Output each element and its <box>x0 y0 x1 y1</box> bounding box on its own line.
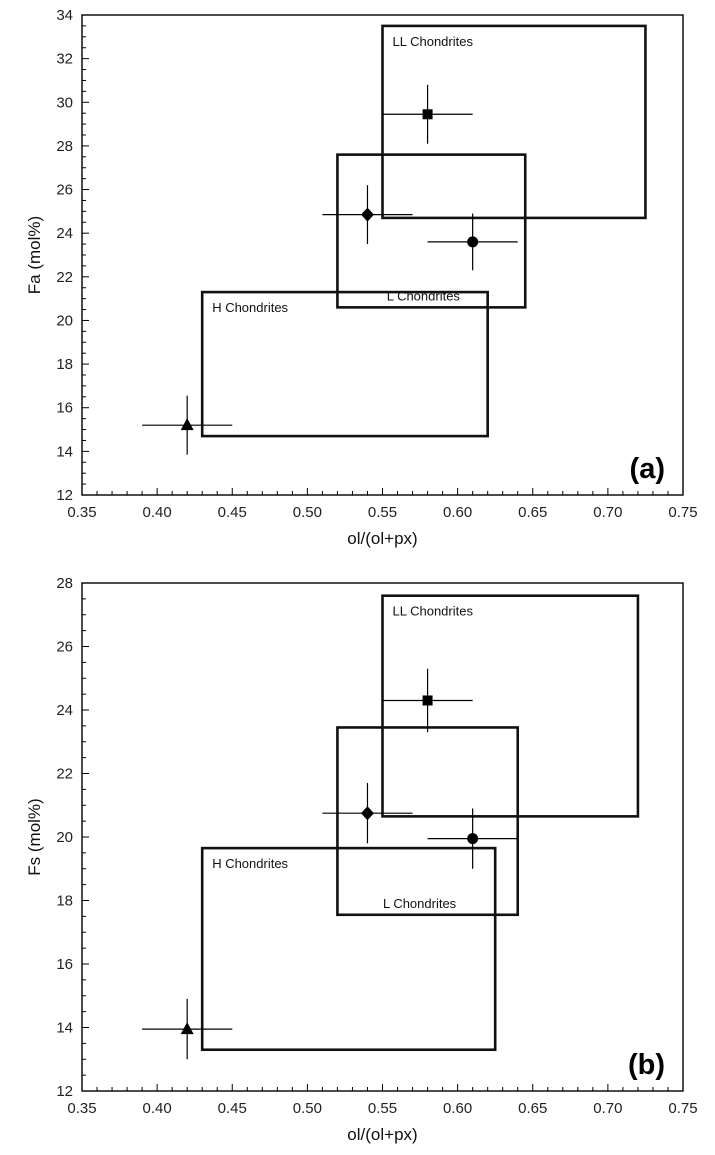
x-tick-label: 0.75 <box>668 504 697 521</box>
x-tick-label: 0.45 <box>218 504 247 521</box>
y-tick-label: 30 <box>56 94 73 111</box>
x-tick-label: 0.60 <box>443 504 472 521</box>
y-tick-label: 24 <box>56 702 73 719</box>
data-point-triangle <box>180 1022 194 1035</box>
data-point-square <box>422 695 433 706</box>
x-tick-label: 0.45 <box>218 1100 247 1117</box>
y-tick-label: 12 <box>56 487 73 504</box>
region-label-l-chondrites: L Chondrites <box>387 288 461 303</box>
data-point-circle <box>467 833 479 845</box>
x-tick-label: 0.60 <box>443 1100 472 1117</box>
y-axis-label: Fa (mol%) <box>25 216 44 294</box>
y-tick-label: 28 <box>56 575 73 592</box>
y-tick-label: 16 <box>56 956 73 973</box>
chart-panel-b: 0.35 0.40 0.45 0.50 0.55 0.60 0.65 0.70 0.75 12 14… <box>25 575 698 1144</box>
y-axis-label: Fs (mol%) <box>25 798 44 875</box>
x-tick-label: 0.65 <box>518 504 547 521</box>
region-label-l-chondrites: L Chondrites <box>383 896 457 911</box>
x-tick-label: 0.50 <box>293 504 322 521</box>
data-point-triangle <box>180 418 194 431</box>
y-tick-label: 20 <box>56 829 73 846</box>
x-tick-label: 0.35 <box>67 504 96 521</box>
y-tick-label: 28 <box>56 138 73 155</box>
chart-panel-a: 0.35 0.40 0.45 0.50 0.55 0.60 0.65 0.70 0.75 12 14… <box>25 7 698 548</box>
x-tick-label: 0.35 <box>67 1100 96 1117</box>
region-ll-chondrites <box>381 594 640 818</box>
panel-label: (b) <box>628 1049 665 1081</box>
x-tick-label: 0.75 <box>668 1100 697 1117</box>
x-tick-label: 0.70 <box>593 504 622 521</box>
y-tick-label: 22 <box>56 269 73 286</box>
data-point-diamond <box>360 207 374 222</box>
y-tick-label: 24 <box>56 225 73 242</box>
x-axis-label: ol/(ol+px) <box>347 529 417 548</box>
x-tick-label: 0.65 <box>518 1100 547 1117</box>
x-tick-label: 0.50 <box>293 1100 322 1117</box>
data-point-circle <box>467 236 479 248</box>
region-label-ll-chondrites: LL Chondrites <box>393 34 474 49</box>
x-tick-label: 0.55 <box>368 504 397 521</box>
x-tick-label: 0.55 <box>368 1100 397 1117</box>
panel-label: (a) <box>630 453 665 485</box>
x-tick-label: 0.40 <box>143 1100 172 1117</box>
y-tick-label: 22 <box>56 766 73 783</box>
y-tick-label: 12 <box>56 1083 73 1100</box>
region-h-chondrites <box>200 290 489 438</box>
y-tick-label: 20 <box>56 312 73 329</box>
y-tick-label: 18 <box>56 356 73 373</box>
region-ll-chondrites <box>381 24 647 220</box>
data-point-diamond <box>360 806 374 821</box>
region-l-chondrites <box>336 153 527 309</box>
y-tick-label: 34 <box>56 7 73 24</box>
region-label-h-chondrites: H Chondrites <box>212 856 288 871</box>
region-label-h-chondrites: H Chondrites <box>212 300 288 315</box>
x-axis-label: ol/(ol+px) <box>347 1125 417 1144</box>
y-tick-label: 14 <box>56 1020 73 1037</box>
y-tick-label: 16 <box>56 400 73 417</box>
region-l-chondrites <box>336 726 520 917</box>
region-label-ll-chondrites: LL Chondrites <box>393 604 474 619</box>
y-tick-label: 32 <box>56 51 73 68</box>
x-tick-label: 0.70 <box>593 1100 622 1117</box>
y-tick-label: 26 <box>56 639 73 656</box>
data-point-square <box>422 109 433 120</box>
y-tick-label: 18 <box>56 893 73 910</box>
y-tick-label: 14 <box>56 443 73 460</box>
x-tick-label: 0.40 <box>143 504 172 521</box>
region-h-chondrites <box>200 846 497 1052</box>
y-tick-label: 26 <box>56 182 73 199</box>
